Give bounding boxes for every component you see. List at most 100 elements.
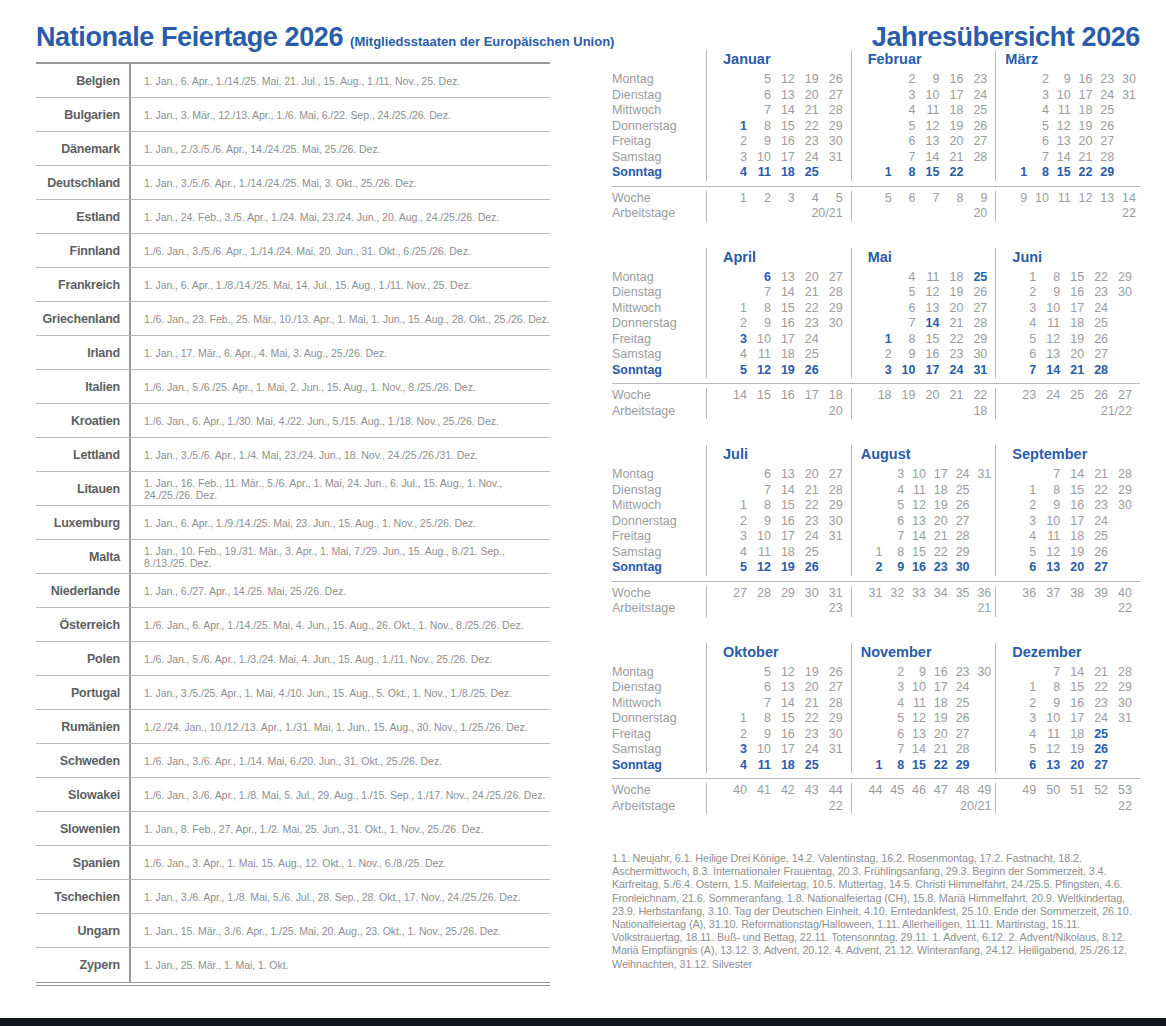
date-cell: 7	[747, 103, 771, 119]
date-row: 29162330	[1012, 696, 1132, 712]
workdays-value: 20/21	[861, 799, 992, 815]
date-cell: 28	[1092, 150, 1114, 166]
weekday-label: Montag	[612, 665, 706, 681]
date-cell: 21	[926, 529, 948, 545]
country-row: Slowakei1./6. Jan., 3./6. Apr., 1./8. Ma…	[36, 778, 550, 812]
week-number: 4	[795, 191, 819, 207]
date-row: 4111825	[723, 545, 843, 561]
date-cell: 21	[795, 696, 819, 712]
date-cell: 18	[771, 347, 795, 363]
date-cell	[819, 332, 843, 348]
date-cell: 21	[795, 103, 819, 119]
date-cell	[1114, 103, 1136, 119]
date-cell: 1	[861, 545, 883, 561]
month-footer: 141516171820	[706, 388, 851, 419]
date-cell: 28	[819, 285, 843, 301]
date-cell	[868, 119, 892, 135]
date-row: 18152229	[1012, 483, 1132, 499]
date-cell: 16	[771, 134, 795, 150]
country-row: Frankreich1. Jan., 6. Apr., 1./8./14./25…	[36, 268, 550, 302]
weekday-label: Dienstag	[612, 680, 706, 696]
month-footer: 272829303123	[706, 586, 851, 617]
date-cell: 4	[892, 103, 916, 119]
date-cell: 1	[723, 301, 747, 317]
week-number: 21	[939, 388, 963, 404]
workdays-value: 22	[1012, 601, 1132, 617]
date-cell: 13	[771, 467, 795, 483]
date-row: 4111825	[868, 270, 988, 286]
left-header: Nationale Feiertage 2026(Mitgliedsstaate…	[36, 22, 614, 53]
date-cell	[861, 696, 883, 712]
date-cell: 17	[926, 467, 948, 483]
country-name: Rumänien	[36, 720, 129, 734]
date-cell	[1005, 150, 1027, 166]
date-cell: 3	[892, 88, 916, 104]
date-cell: 20	[795, 467, 819, 483]
date-cell	[868, 134, 892, 150]
week-number: 49	[1012, 783, 1036, 799]
date-cell: 20	[926, 727, 948, 743]
country-name: Slowenien	[36, 822, 129, 836]
country-name: Portugal	[36, 686, 129, 700]
month-footer: 44454647484920/21	[851, 783, 996, 814]
country-holiday-dates: 1./6. Jan., 6. Apr., 1./30. Mai, 4./22. …	[131, 415, 550, 427]
country-holiday-dates: 1. Jan., 25. Mär., 1. Mai, 1. Okt.	[131, 959, 550, 971]
date-cell: 29	[819, 119, 843, 135]
date-cell: 7	[747, 696, 771, 712]
date-cell: 11	[1036, 529, 1060, 545]
date-cell: 27	[1084, 560, 1108, 576]
date-cell	[1114, 150, 1136, 166]
week-number: 26	[1084, 388, 1108, 404]
date-cell: 10	[1036, 711, 1060, 727]
date-cell: 13	[916, 301, 940, 317]
country-holiday-dates: 1. Jan., 3./5./6. Apr., 1./4. Mai, 23./2…	[131, 449, 550, 461]
date-cell: 16	[771, 727, 795, 743]
weekday-label: Dienstag	[612, 483, 706, 499]
date-cell: 27	[1084, 347, 1108, 363]
date-cell: 14	[916, 316, 940, 332]
workdays-value: 22	[723, 799, 843, 815]
date-row: 6132027	[723, 270, 843, 286]
date-cell: 5	[892, 285, 916, 301]
quarter-footer: WocheArbeitstage141516171820181920212218…	[612, 384, 1140, 419]
date-cell: 20	[926, 514, 948, 530]
date-row: 310172431	[868, 363, 988, 379]
date-cell	[819, 758, 843, 774]
date-cell: 25	[948, 696, 970, 712]
week-number: 40	[723, 783, 747, 799]
date-cell: 11	[747, 165, 771, 181]
week-number: 28	[747, 586, 771, 602]
weekday-label: Freitag	[612, 529, 706, 545]
week-numbers-row: 1819202122	[868, 388, 988, 404]
workdays-value: 21	[861, 601, 992, 617]
date-cell	[970, 727, 992, 743]
date-cell	[1108, 545, 1132, 561]
country-holiday-dates: 1. Jan., 6. Apr., 1./8./14./25. Mai, 14.…	[131, 279, 550, 291]
month-column: Oktober512192661320277142128181522292916…	[706, 643, 851, 774]
week-number: 5	[868, 191, 892, 207]
date-cell: 3	[882, 680, 904, 696]
date-row: 4111825	[1005, 103, 1136, 119]
date-cell: 23	[1084, 498, 1108, 514]
date-cell: 14	[771, 103, 795, 119]
date-cell	[1005, 72, 1027, 88]
date-cell: 26	[1092, 119, 1114, 135]
date-cell: 11	[747, 545, 771, 561]
week-number: 1	[723, 191, 747, 207]
date-cell: 4	[1012, 727, 1036, 743]
workdays-value: 22	[1012, 799, 1132, 815]
date-cell: 18	[926, 483, 948, 499]
date-cell: 15	[904, 545, 926, 561]
date-row: 5121926	[868, 119, 988, 135]
date-cell: 17	[771, 529, 795, 545]
date-cell: 29	[1108, 680, 1132, 696]
date-cell: 12	[1036, 742, 1060, 758]
date-cell	[970, 560, 992, 576]
date-cell: 19	[926, 498, 948, 514]
date-cell	[723, 72, 747, 88]
date-cell: 20	[795, 270, 819, 286]
date-cell: 25	[1084, 316, 1108, 332]
date-cell: 30	[1108, 696, 1132, 712]
date-cell	[1012, 665, 1036, 681]
date-cell: 17	[1071, 88, 1093, 104]
